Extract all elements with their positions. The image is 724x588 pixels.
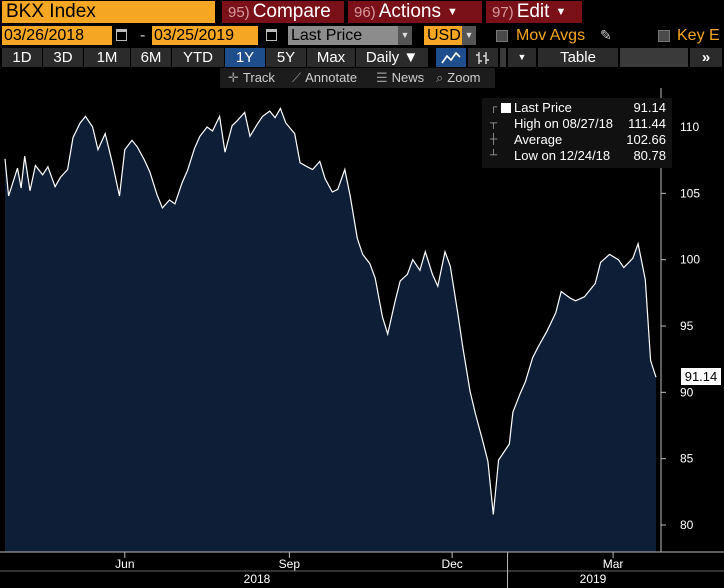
zoom-icon: ⌕ bbox=[436, 70, 444, 85]
y-tick-label: 90 bbox=[680, 385, 694, 399]
line-chart-icon[interactable] bbox=[436, 48, 466, 67]
edit-number: 97) bbox=[492, 4, 514, 21]
legend-high-icon: ┬ bbox=[490, 118, 498, 129]
chevron-down-icon[interactable]: ▼ bbox=[462, 26, 476, 45]
legend-last-price: ┌ Last Price 91.14 bbox=[482, 100, 672, 116]
frequency-label: Daily bbox=[365, 49, 400, 66]
range-1d[interactable]: 1D bbox=[2, 48, 42, 67]
news-tool[interactable]: ☰ News bbox=[376, 68, 424, 88]
x-tick-label: Mar bbox=[603, 557, 624, 571]
chevron-down-icon: ▼ bbox=[403, 49, 419, 66]
news-label: News bbox=[391, 70, 425, 85]
pencil-icon[interactable]: ✎ bbox=[600, 27, 612, 43]
chart-canvas[interactable]: 80 85 90 95 100 105 110 Jun Sep Dec Mar 2018 2019 bbox=[0, 88, 724, 588]
x-tick-label: Dec bbox=[441, 557, 462, 571]
chevron-down-icon[interactable]: ▼ bbox=[398, 26, 412, 45]
range-1y[interactable]: 1Y bbox=[225, 48, 265, 67]
annotate-tool[interactable]: ⟋ Annotate bbox=[292, 68, 357, 88]
y-tick-label: 105 bbox=[680, 186, 700, 200]
currency-select[interactable]: USD bbox=[424, 26, 462, 45]
last-price-badge: 91.14 bbox=[681, 368, 721, 385]
y-tick-label: 100 bbox=[680, 253, 700, 267]
price-chart[interactable]: 80 85 90 95 100 105 110 Jun Sep Dec Mar 2018 2019 bbox=[0, 88, 724, 588]
y-tick-label: 110 bbox=[680, 120, 699, 134]
zoom-label: Zoom bbox=[447, 70, 481, 85]
chart-legend: ┌ Last Price 91.14 ┬ High on 08/27/18 11… bbox=[482, 98, 672, 168]
legend-value: 80.78 bbox=[633, 148, 666, 163]
date-controls: 03/26/2018 - 03/25/2019 Last Price ▼ USD… bbox=[0, 24, 724, 46]
mov-avgs-checkbox[interactable] bbox=[496, 30, 508, 42]
double-chevron-right-icon[interactable]: » bbox=[690, 48, 722, 67]
range-3d[interactable]: 3D bbox=[43, 48, 83, 67]
range-1m[interactable]: 1M bbox=[84, 48, 130, 67]
y-tick-label: 80 bbox=[680, 518, 694, 532]
mov-avgs-label[interactable]: Mov Avgs bbox=[516, 27, 586, 44]
range-5y[interactable]: 5Y bbox=[266, 48, 306, 67]
chevron-down-icon: ▼ bbox=[555, 6, 567, 18]
date-separator: - bbox=[140, 27, 146, 44]
table-button[interactable]: Table bbox=[538, 48, 618, 67]
zoom-tool[interactable]: ⌕ Zoom bbox=[436, 68, 481, 88]
legend-low-icon: ┴ bbox=[490, 150, 498, 161]
crosshair-icon: ✛ bbox=[228, 70, 239, 85]
legend-value: 91.14 bbox=[633, 100, 666, 115]
toolbar-divider bbox=[500, 48, 506, 67]
actions-number: 96) bbox=[354, 4, 376, 21]
end-date-field[interactable]: 03/25/2019 bbox=[152, 26, 258, 45]
compare-menu[interactable]: 95) Compare bbox=[222, 1, 344, 23]
price-line bbox=[4, 106, 657, 515]
annotate-label: Annotate bbox=[305, 70, 358, 85]
actions-label: Actions bbox=[378, 1, 441, 22]
x-tick-label: Sep bbox=[279, 557, 301, 571]
key-events-checkbox[interactable] bbox=[658, 30, 670, 42]
legend-label: Low on 12/24/18 bbox=[514, 148, 611, 163]
title-bar: BKX Index 95) Compare 96) Actions ▼ 97) Edit… bbox=[0, 0, 724, 24]
range-ytd[interactable]: YTD bbox=[172, 48, 224, 67]
compare-label: Compare bbox=[252, 1, 331, 22]
x-tick-label: Jun bbox=[115, 557, 134, 571]
x-year-label: 2019 bbox=[580, 572, 607, 586]
y-tick-label: 95 bbox=[680, 319, 694, 333]
compare-number: 95) bbox=[228, 4, 250, 21]
legend-average-icon: ┼ bbox=[490, 134, 498, 145]
bar-chart-icon[interactable] bbox=[468, 48, 498, 67]
field-select[interactable]: Last Price bbox=[288, 26, 398, 45]
range-max[interactable]: Max bbox=[307, 48, 355, 67]
edit-label: Edit bbox=[516, 1, 550, 22]
start-date-field[interactable]: 03/26/2018 bbox=[2, 26, 112, 45]
y-tick-label: 85 bbox=[680, 452, 694, 466]
price-area bbox=[5, 108, 656, 553]
calendar-icon[interactable] bbox=[266, 29, 277, 41]
chevron-down-icon[interactable]: ▼ bbox=[508, 48, 536, 67]
actions-menu[interactable]: 96) Actions ▼ bbox=[348, 1, 482, 23]
legend-label: Last Price bbox=[514, 100, 572, 115]
edit-menu[interactable]: 97) Edit ▼ bbox=[486, 1, 582, 23]
track-tool[interactable]: ✛ Track bbox=[228, 68, 275, 88]
legend-low: ┴ Low on 12/24/18 80.78 bbox=[482, 148, 672, 164]
range-6m[interactable]: 6M bbox=[131, 48, 171, 67]
legend-value: 102.66 bbox=[626, 132, 666, 147]
legend-value: 111.44 bbox=[628, 116, 666, 131]
chevron-down-icon: ▼ bbox=[447, 6, 458, 18]
ticker-field[interactable]: BKX Index bbox=[2, 1, 215, 23]
news-icon: ☰ bbox=[376, 70, 388, 85]
key-events-label[interactable]: Key E bbox=[677, 27, 720, 44]
frequency-select[interactable]: Daily ▼ bbox=[356, 48, 428, 67]
range-bar: 1D 3D 1M 6M YTD 1Y 5Y Max Daily ▼ ▼ Tabl… bbox=[0, 46, 724, 68]
legend-label: Average bbox=[514, 132, 563, 147]
annotate-icon: ⟋ bbox=[292, 70, 302, 85]
legend-bracket-icon: ┌ bbox=[490, 102, 498, 113]
calendar-icon[interactable] bbox=[116, 29, 127, 41]
chart-tools: ✛ Track ⟋ Annotate ☰ News ⌕ Zoom bbox=[220, 68, 495, 88]
x-year-label: 2018 bbox=[244, 572, 271, 586]
legend-label: High on 08/27/18 bbox=[514, 116, 614, 131]
legend-average: ┼ Average 102.66 bbox=[482, 132, 672, 148]
legend-swatch bbox=[501, 103, 511, 113]
legend-high: ┬ High on 08/27/18 111.44 bbox=[482, 116, 672, 132]
toolbar-spacer bbox=[620, 48, 688, 67]
track-label: Track bbox=[242, 70, 275, 85]
